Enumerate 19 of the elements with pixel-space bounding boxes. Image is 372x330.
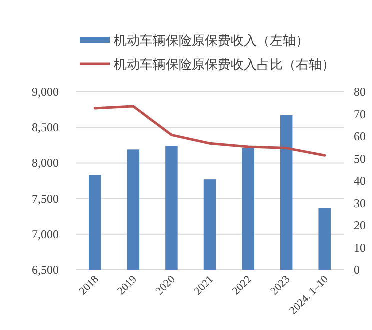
y-tick-label: 7,000 xyxy=(32,227,59,242)
y2-tick-label: 60 xyxy=(354,130,366,144)
y2-tick-label: 40 xyxy=(354,174,366,188)
y-tick-label: 9,000 xyxy=(32,85,59,99)
line-series xyxy=(94,105,326,157)
legend-label: 机动车辆保险原保费收入（左轴） xyxy=(114,33,309,48)
y-tick-label: 7,500 xyxy=(32,192,59,206)
y-tick-label: 8,000 xyxy=(32,156,59,170)
y2-tick-label: 0 xyxy=(354,263,360,277)
y2-tick-label: 10 xyxy=(354,240,366,255)
y2-tick-label: 50 xyxy=(354,152,366,166)
y2-tick-label: 30 xyxy=(354,196,366,210)
legend-label: 机动车辆保险原保费收入占比（右轴） xyxy=(114,57,335,72)
y2-tick-label: 80 xyxy=(354,85,366,99)
y-tick-label: 6,500 xyxy=(32,263,59,277)
x-tick-label: 2021 xyxy=(192,274,216,298)
y2-tick-label: 20 xyxy=(354,218,366,232)
y2-tick-label: 70 xyxy=(354,107,366,122)
y-tick-label: 8,500 xyxy=(32,120,59,135)
